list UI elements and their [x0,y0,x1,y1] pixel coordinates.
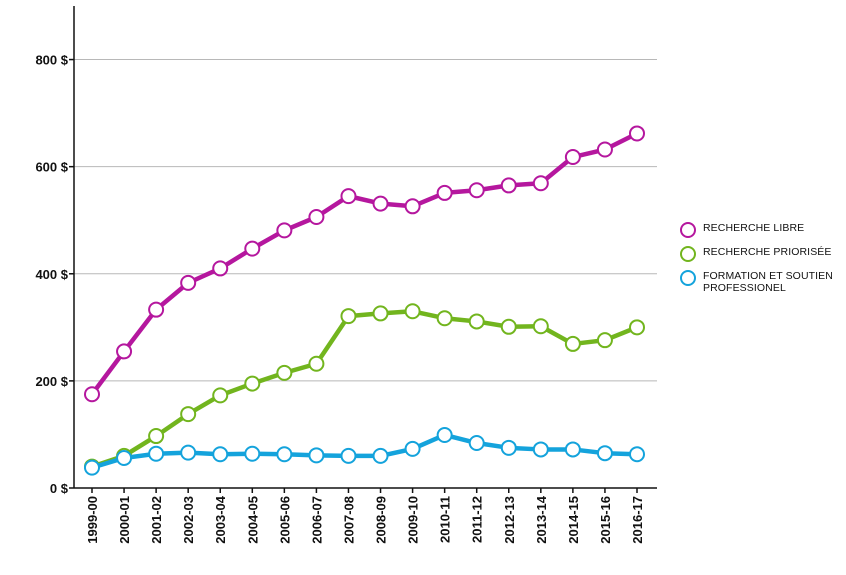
y-tick-label: 400 $ [35,267,68,282]
series-line [89,131,640,397]
series-line [89,432,640,470]
data-point [212,260,229,277]
data-point [468,182,485,199]
data-point [596,141,613,158]
data-point [629,125,645,142]
series-2 [84,303,645,475]
data-point [596,332,613,349]
legend-marker [680,246,696,262]
x-tick-label: 2014-15 [566,496,581,544]
data-point [436,310,453,327]
data-point [244,375,261,392]
legend-label: FORMATION ET SOUTIEN PROFESSIONEL [703,270,833,294]
x-tick-label: 2006-07 [309,496,324,544]
x-tick-label: 2001-02 [149,496,164,544]
data-point [436,426,453,443]
data-point [629,446,645,463]
x-tick-label: 2000-01 [117,496,132,544]
x-tick-label: 2010-11 [438,496,453,543]
data-point [244,445,261,462]
x-tick-label: 1999-00 [85,496,100,544]
x-tick-label: 2016-17 [630,496,645,544]
x-tick-label: 2009-10 [406,496,421,544]
grid-lines [74,59,657,382]
legend-label: RECHERCHE LIBRE [703,222,805,234]
x-tick-label: 2002-03 [181,496,196,544]
legend: RECHERCHE LIBRE RECHERCHE PRIORISÉE FORMAT… [680,222,846,302]
x-tick-label: 2011-12 [470,496,485,543]
data-point [180,406,197,423]
data-point [148,428,165,445]
x-tick-label: 2005-06 [277,496,292,544]
y-tick-label: 800 $ [35,53,68,68]
data-point [148,445,165,462]
data-point [564,335,581,352]
y-tick-labels: 0 $ 200 $ 400 $ 600 $ 800 $ [35,53,74,496]
legend-marker [680,270,696,286]
data-point [308,209,325,226]
series-3 [84,426,645,476]
data-point [500,177,517,194]
x-tick-label: 2012-13 [502,496,517,544]
series-1 [84,125,645,403]
data-point [212,387,229,404]
data-point [276,222,293,239]
data-point [276,446,293,463]
data-point [340,308,357,325]
series-group [84,125,645,476]
legend-label: RECHERCHE PRIORISÉE [703,246,832,258]
y-tick-label: 0 $ [50,481,69,496]
data-point [372,305,389,322]
y-tick-label: 600 $ [35,160,68,175]
data-point [596,445,613,462]
x-tick-label: 2007-08 [341,496,356,544]
data-point [532,318,549,335]
data-point [372,447,389,464]
data-point [180,274,197,291]
data-point [404,440,421,457]
data-point [564,149,581,166]
x-tick-label: 2015-16 [598,496,613,544]
x-tick-labels: 1999-00 2000-01 2001-02 2002-03 2003-04 2004-… [85,488,645,544]
data-point [372,195,389,212]
x-tick-label: 2013-14 [534,495,549,543]
data-point [212,446,229,463]
data-point [308,355,325,372]
data-point [404,303,421,320]
data-point [564,441,581,458]
data-point [340,447,357,464]
data-point [500,318,517,335]
series-line [89,309,640,469]
legend-item: RECHERCHE PRIORISÉE [680,246,846,262]
data-point [500,439,517,456]
data-point [404,198,421,215]
data-point [532,441,549,458]
data-point [308,447,325,464]
legend-item: RECHERCHE LIBRE [680,222,846,238]
data-point [244,240,261,257]
x-tick-label: 2008-09 [374,496,389,544]
legend-marker [680,222,696,238]
data-point [532,175,549,192]
legend-item: FORMATION ET SOUTIEN PROFESSIONEL [680,270,846,294]
data-point [84,459,100,476]
data-point [340,188,357,205]
data-point [629,319,645,336]
data-point [468,435,485,452]
data-point [436,184,453,201]
x-tick-label: 2004-05 [245,496,260,544]
x-tick-label: 2003-04 [213,495,228,543]
data-point [276,364,293,381]
data-point [116,450,133,467]
data-point [468,313,485,330]
data-point [180,444,197,461]
data-point [148,301,165,318]
data-point [84,386,100,403]
y-tick-label: 200 $ [35,374,68,389]
data-point [116,343,133,360]
